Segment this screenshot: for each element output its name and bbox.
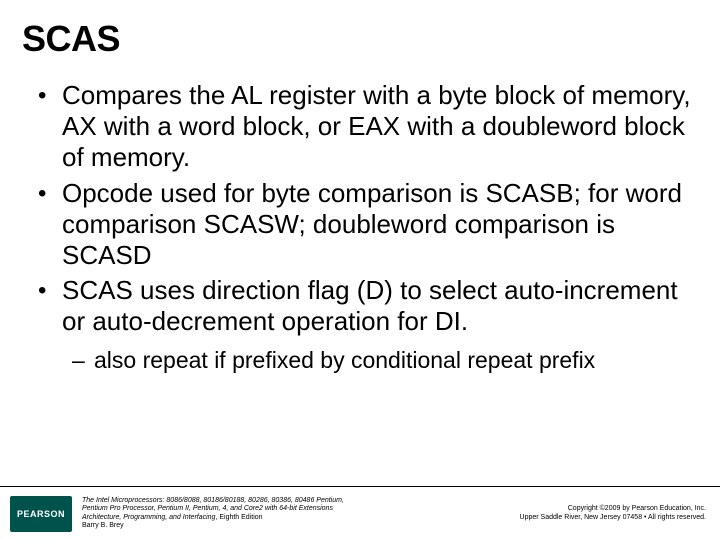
book-citation: The Intel Microprocessors: 8086/8088, 80… (82, 497, 510, 531)
copyright-line: Upper Saddle River, New Jersey 07458 • A… (520, 514, 706, 523)
slide-footer: PEARSON The Intel Microprocessors: 8086/… (0, 486, 720, 540)
bullet-text: SCAS uses direction flag (D) to select a… (62, 275, 698, 337)
slide-title: SCAS (22, 18, 698, 60)
bullet-text: Opcode used for byte comparison is SCASB… (62, 178, 698, 272)
book-title-line: Pentium Pro Processor, Pentium II, Penti… (82, 505, 510, 513)
bullet-item: • SCAS uses direction flag (D) to select… (38, 275, 698, 337)
bullet-item: • Compares the AL register with a byte b… (38, 80, 698, 174)
footer-inner: PEARSON The Intel Microprocessors: 8086/… (0, 487, 720, 540)
slide-content: • Compares the AL register with a byte b… (22, 80, 698, 374)
pearson-logo: PEARSON (10, 496, 72, 532)
copyright-line: Copyright ©2009 by Pearson Education, In… (520, 505, 706, 514)
sub-bullet-item: – also repeat if prefixed by conditional… (72, 346, 698, 375)
book-subtitle-line: Architecture, Programming, and Interfaci… (82, 514, 510, 522)
book-title-line: The Intel Microprocessors: 8086/8088, 80… (82, 497, 510, 505)
copyright-block: Copyright ©2009 by Pearson Education, In… (520, 505, 706, 523)
bullet-marker: • (38, 80, 62, 111)
bullet-text: Compares the AL register with a byte blo… (62, 80, 698, 174)
slide: SCAS • Compares the AL register with a b… (0, 0, 720, 540)
bullet-item: • Opcode used for byte comparison is SCA… (38, 178, 698, 272)
book-author: Barry B. Brey (82, 522, 510, 530)
bullet-marker: • (38, 275, 62, 306)
bullet-text: also repeat if prefixed by conditional r… (94, 346, 698, 375)
bullet-marker: – (72, 346, 94, 375)
book-subtitle-italic: Architecture, Programming, and Interfaci… (82, 514, 215, 521)
book-edition: , Eighth Edition (215, 514, 262, 521)
bullet-marker: • (38, 178, 62, 209)
